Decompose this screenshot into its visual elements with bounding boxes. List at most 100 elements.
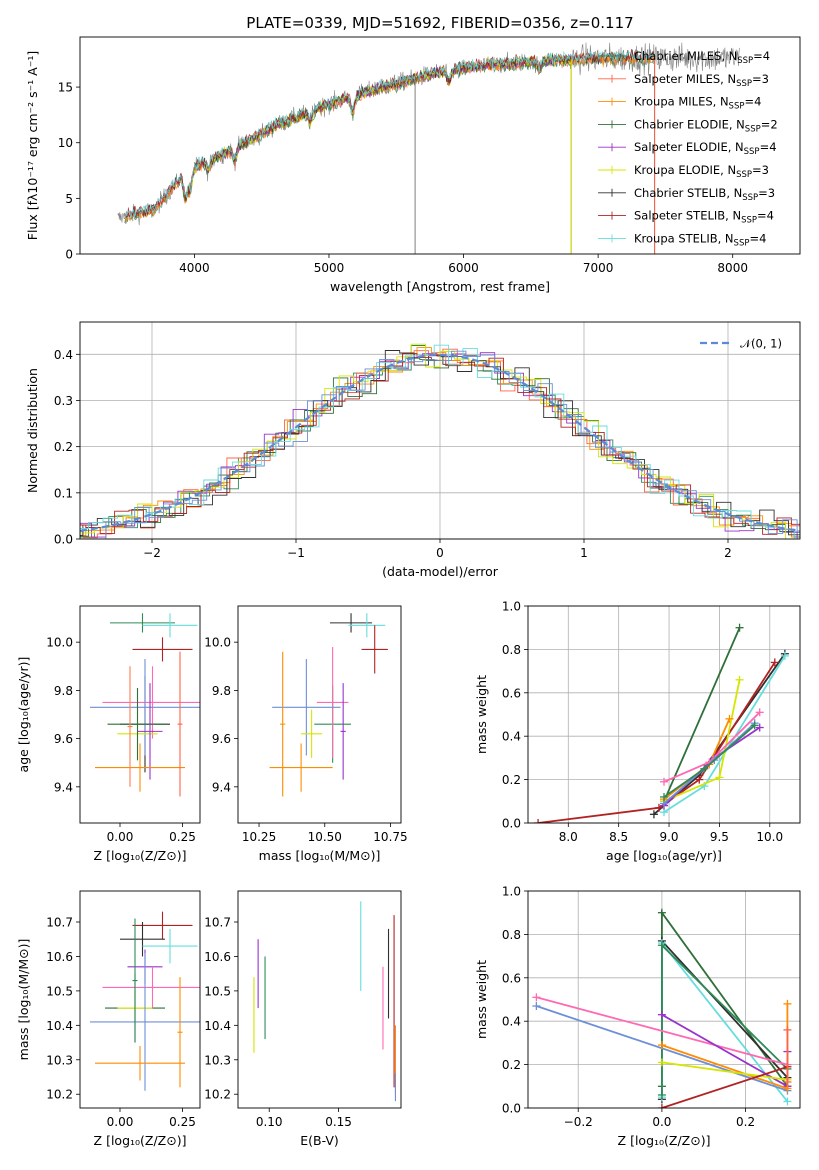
plot-area-weight-vs-age (534, 623, 789, 823)
x-tick-label: 0.2 (736, 1115, 755, 1129)
panel-weight-vs-age: 8.0 8.5 9.0 9.5 10.0 0.0 0.2 0.4 0.6 0.8 1.0 age [l… (474, 600, 801, 864)
x-tick-label: 0.00 (107, 1115, 134, 1129)
error-bar-point (301, 709, 323, 758)
weight-line (537, 661, 776, 823)
error-bar-point (177, 651, 183, 797)
x-tick-label: 0.0 (652, 1115, 671, 1129)
y-tick-label: 9.8 (212, 684, 231, 698)
error-bar-point (269, 743, 333, 792)
y-tick-label: 10.6 (46, 950, 73, 964)
error-bar-point (142, 928, 198, 964)
y-tick-label: 0.4 (502, 1015, 521, 1029)
panel-age-vs-mass: 10.25 10.50 10.75 9.4 9.6 9.8 10.0 mass [log₁₀(… (204, 605, 408, 863)
y-tick-label: 0.0 (502, 1102, 521, 1116)
y-tick-label: 0.6 (502, 686, 521, 700)
y-tick-label: 10.4 (46, 1019, 73, 1033)
x-axis-label: (data-model)/error (382, 564, 499, 579)
axes-residuals: −2 −1 0 1 2 0.0 0.1 0.2 0.3 0.4 (data-model)/error… (25, 348, 732, 579)
y-tick-label: 10.7 (204, 916, 231, 930)
spectrum-legend: Chabrier MILES, NSSP=4 Salpeter MILES, NS… (598, 49, 778, 248)
histogram-step-line (80, 353, 800, 535)
gaussian-legend: 𝒩(0, 1) (700, 337, 782, 351)
y-tick-label: 1.0 (502, 600, 521, 614)
error-bar-point (90, 659, 200, 756)
x-tick-label: 7000 (583, 261, 614, 275)
legend-label: Kroupa ELODIE, NSSP=3 (634, 163, 769, 180)
x-tick-label: 10.0 (756, 830, 783, 844)
panel-frame (79, 890, 201, 1109)
axes-age-vs-Z: 0.00 0.25 9.4 9.6 9.8 10.0 Z [log₁₀(Z/Z⊙)] age … (16, 636, 196, 863)
plus-marker (532, 993, 541, 1002)
x-tick-label: 0.25 (169, 1115, 196, 1129)
y-tick-label: 15 (58, 81, 73, 95)
y-tick-label: 0.0 (502, 817, 521, 831)
plus-marker (755, 708, 764, 717)
plus-marker (783, 1077, 792, 1086)
plus-marker (657, 1090, 666, 1099)
x-tick-label: 4000 (179, 261, 210, 275)
x-tick-label: 10.25 (242, 830, 276, 844)
plus-marker (657, 1010, 666, 1019)
y-tick-label: 0.2 (502, 773, 521, 787)
axes-mass-vs-Z: 0.00 0.25 10.2 10.3 10.4 10.5 10.6 10.7 Z [log₁₀… (16, 916, 196, 1149)
error-bar-point (107, 687, 168, 761)
error-bar-point (95, 1046, 185, 1081)
y-tick-label: 0.6 (502, 971, 521, 985)
weight-line (661, 1065, 788, 1108)
y-tick-label: 5 (65, 192, 73, 206)
plus-marker (532, 1002, 541, 1011)
y-axis-label: Flux [fλ10⁻¹⁷ erg cm⁻² s⁻¹ A⁻¹] (25, 51, 40, 240)
y-tick-label: 0.8 (502, 643, 521, 657)
axes-weight-vs-age: 8.0 8.5 9.0 9.5 10.0 0.0 0.2 0.4 0.6 0.8 1.0 age [l… (474, 600, 783, 864)
error-bar-point (127, 666, 133, 787)
x-tick-label: 2 (724, 546, 732, 560)
y-axis-label: age [log₁₀(age/yr)] (16, 657, 31, 773)
y-tick-label: 0.0 (54, 533, 73, 547)
plus-marker (649, 810, 658, 819)
x-tick-label: 5000 (314, 261, 345, 275)
panel-mass-vs-Z: 0.00 0.25 10.2 10.3 10.4 10.5 10.6 10.7 Z [log₁₀… (16, 890, 201, 1149)
plot-area-residuals (80, 343, 800, 539)
weight-line (661, 1061, 788, 1081)
weight-line (663, 627, 741, 802)
error-bar-point (280, 651, 286, 797)
panel-spectrum: 4000 5000 6000 7000 8000 0 5 10 15 wavelength [An… (25, 36, 801, 294)
panel-frame (79, 36, 801, 255)
plus-marker (783, 999, 792, 1008)
y-tick-label: 10.4 (204, 1019, 231, 1033)
legend-label: Kroupa MILES, NSSP=4 (634, 95, 761, 112)
x-tick-label: 0.25 (169, 830, 196, 844)
axes-spectrum: 4000 5000 6000 7000 8000 0 5 10 15 wavelength [An… (25, 51, 748, 294)
model-spectrum-line (124, 49, 655, 218)
panel-age-vs-Z: 0.00 0.25 9.4 9.6 9.8 10.0 Z [log₁₀(Z/Z⊙)] age … (16, 605, 201, 863)
x-tick-label: 0.15 (325, 1115, 352, 1129)
y-tick-label: 10.2 (46, 1088, 73, 1102)
legend-label: Chabrier ELODIE, NSSP=2 (634, 117, 778, 134)
error-bar-point (137, 683, 163, 780)
y-tick-label: 9.4 (54, 780, 73, 794)
error-bar-point (132, 911, 193, 940)
plus-marker (715, 773, 724, 782)
y-tick-label: 0.2 (502, 1058, 521, 1072)
error-bar-point (348, 613, 386, 638)
plus-marker (725, 714, 734, 723)
error-bar-point (340, 683, 346, 780)
legend-label: Salpeter MILES, NSSP=3 (634, 72, 769, 89)
x-axis-label: wavelength [Angstrom, rest frame] (330, 279, 550, 294)
model-spectrum-line (180, 53, 572, 198)
y-tick-label: 10.5 (204, 984, 231, 998)
panel-frame (79, 605, 201, 824)
x-axis-label: age [log₁₀(age/yr)] (606, 848, 722, 863)
legend-label: 𝒩(0, 1) (740, 337, 782, 351)
plus-marker (657, 1041, 666, 1050)
y-axis-label: mass weight (474, 960, 489, 1039)
plot-area-age-vs-mass (269, 613, 388, 797)
y-tick-label: 9.6 (54, 732, 73, 746)
error-bar-point (177, 977, 183, 1088)
y-axis-label: mass [log₁₀(M/M⊙)] (16, 939, 31, 1061)
axes-weight-vs-Z: −0.2 0.0 0.2 0.0 0.2 0.4 0.6 0.8 1.0 Z [log₁₀(Z/Z… (474, 885, 755, 1149)
panel-frame (527, 605, 801, 824)
panel-weight-vs-Z: −0.2 0.0 0.2 0.0 0.2 0.4 0.6 0.8 1.0 Z [log₁₀(Z/Z… (474, 885, 801, 1149)
plus-marker (657, 1104, 666, 1108)
